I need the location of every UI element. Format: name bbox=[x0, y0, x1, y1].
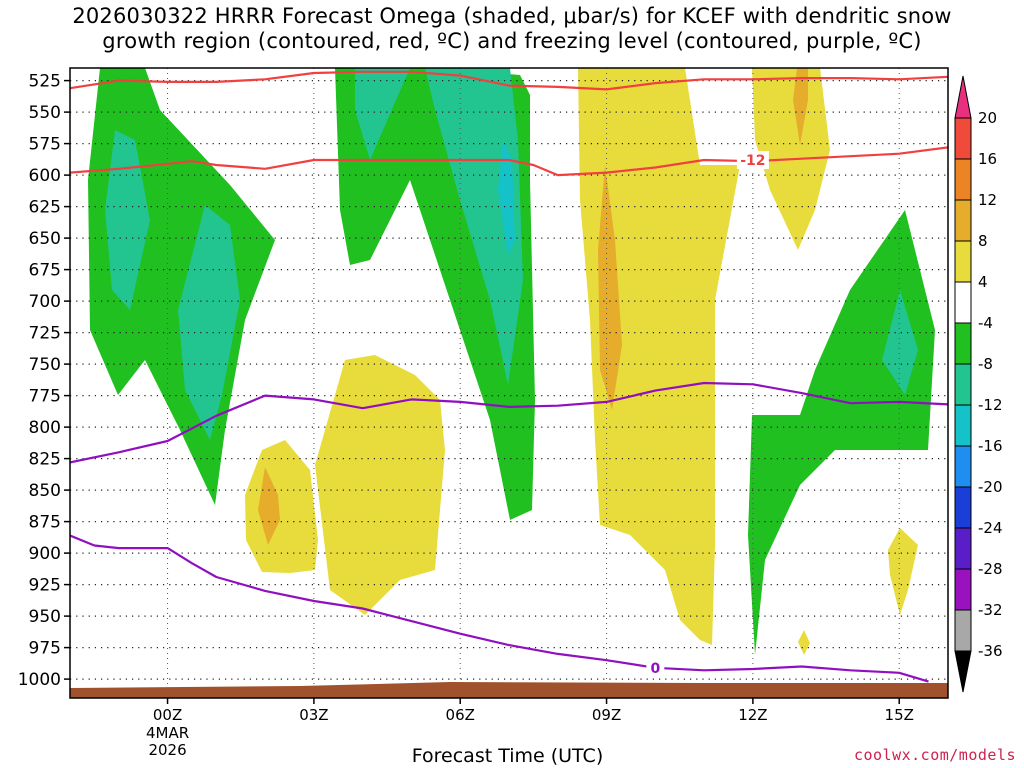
colorbar-tick-label: -8 bbox=[978, 355, 993, 373]
colorbar-tick-label: -32 bbox=[978, 601, 1003, 619]
omega-region-orange bbox=[793, 68, 808, 145]
colorbar-segment bbox=[954, 117, 972, 160]
chart-title-line-1: 2026030322 HRRR Forecast Omega (shaded, … bbox=[72, 4, 952, 28]
colorbar-tick-label: -12 bbox=[978, 396, 1003, 414]
colorbar-tick-label: 20 bbox=[978, 109, 997, 127]
colorbar-bottom-arrow bbox=[954, 650, 972, 693]
y-tick-label: 875 bbox=[29, 513, 61, 533]
colorbar-segment bbox=[954, 199, 972, 242]
colorbar-top-arrow bbox=[954, 75, 972, 119]
colorbar-tick-label: -28 bbox=[978, 560, 1003, 578]
colorbar-tick-label: -36 bbox=[978, 642, 1003, 660]
colorbar-tick-label: -16 bbox=[978, 437, 1003, 455]
y-tick-label: 975 bbox=[29, 639, 61, 659]
y-tick-label: 950 bbox=[29, 607, 61, 627]
omega-region-aqua bbox=[355, 68, 410, 160]
x-axis-title: Forecast Time (UTC) bbox=[411, 745, 604, 767]
colorbar-tick-label: 12 bbox=[978, 191, 997, 209]
colorbar-segment bbox=[954, 568, 972, 611]
omega-region-yellow bbox=[315, 355, 445, 615]
omega-region-aqua bbox=[425, 68, 523, 385]
y-tick-label: 575 bbox=[29, 135, 61, 155]
y-tick-label: 650 bbox=[29, 229, 61, 249]
date-label: 2026 bbox=[148, 741, 186, 759]
omega-region-aqua bbox=[882, 290, 918, 395]
x-tick-label: 03Z bbox=[299, 706, 328, 724]
y-tick-label: 525 bbox=[29, 72, 61, 92]
omega-region-cyan bbox=[498, 140, 515, 255]
y-tick-label: 625 bbox=[29, 198, 61, 218]
colorbar-tick-label: -20 bbox=[978, 478, 1003, 496]
y-tick-label: 750 bbox=[29, 355, 61, 375]
omega-shading-layer bbox=[88, 68, 935, 655]
omega-region-aqua bbox=[178, 205, 240, 440]
colorbar-segment bbox=[954, 486, 972, 529]
y-tick-label: 900 bbox=[29, 544, 61, 564]
ground-terrain bbox=[70, 682, 948, 698]
omega-region-yellow bbox=[798, 630, 810, 655]
watermark-text: coolwx.com/models bbox=[853, 746, 1016, 764]
y-tick-label: 825 bbox=[29, 450, 61, 470]
x-tick-label: 09Z bbox=[592, 706, 621, 724]
colorbar: 20 16 12 8 4 -4 -8 -12 -16 -20 -24 -28 -32 -36 bbox=[954, 75, 1003, 693]
y-tick-label: 925 bbox=[29, 576, 61, 596]
contour-label-bg bbox=[646, 658, 665, 677]
contour-label-bg bbox=[736, 150, 769, 169]
x-tick-label: 12Z bbox=[738, 706, 767, 724]
y-tick-label: 700 bbox=[29, 292, 61, 312]
colorbar-segment bbox=[954, 609, 972, 652]
x-tick-label: 15Z bbox=[885, 706, 914, 724]
chart-title: 2026030322 HRRR Forecast Omega (shaded, … bbox=[0, 4, 1024, 54]
colorbar-tick-label: -4 bbox=[978, 314, 993, 332]
colorbar-segment bbox=[954, 322, 972, 365]
colorbar-segment bbox=[954, 527, 972, 570]
colorbar-tick-label: 16 bbox=[978, 150, 997, 168]
colorbar-tick-label: -24 bbox=[978, 519, 1003, 537]
y-tick-label: 850 bbox=[29, 481, 61, 501]
x-tick-label: 00Z bbox=[153, 706, 182, 724]
colorbar-segment bbox=[954, 445, 972, 488]
omega-region-yellow bbox=[578, 68, 740, 645]
colorbar-segment bbox=[954, 158, 972, 201]
colorbar-segment bbox=[954, 404, 972, 447]
colorbar-segment bbox=[954, 281, 972, 324]
y-tick-label: 800 bbox=[29, 418, 61, 438]
colorbar-tick-label: 4 bbox=[978, 273, 988, 291]
y-axis: 525 550 575 600 625 650 675 700 725 750 775 800 825 8… bbox=[18, 72, 70, 690]
y-tick-label: 775 bbox=[29, 387, 61, 407]
colorbar-segment bbox=[954, 240, 972, 283]
chart-title-line-2: growth region (contoured, red, ºC) and f… bbox=[102, 29, 922, 53]
x-tick-label: 06Z bbox=[446, 706, 475, 724]
freezing-level-contour bbox=[70, 534, 929, 683]
date-label: 4MAR bbox=[146, 724, 189, 742]
dgz-contour bbox=[70, 70, 948, 91]
y-tick-label: 1000 bbox=[18, 670, 61, 690]
y-tick-label: 550 bbox=[29, 103, 61, 123]
freezing-contour-label: 0 bbox=[650, 661, 660, 677]
omega-region-yellow bbox=[245, 440, 318, 573]
dgz-contour bbox=[70, 146, 948, 177]
omega-region-orange bbox=[598, 165, 622, 410]
omega-region-yellow bbox=[888, 528, 918, 615]
colorbar-tick-label: 8 bbox=[978, 232, 988, 250]
y-tick-label: 725 bbox=[29, 324, 61, 344]
omega-region-orange bbox=[258, 467, 280, 545]
y-tick-label: 600 bbox=[29, 166, 61, 186]
y-tick-label: 675 bbox=[29, 261, 61, 281]
freezing-level-contour bbox=[70, 381, 948, 464]
plot-frame bbox=[69, 67, 949, 699]
contour-lines: -12 0 bbox=[70, 70, 948, 683]
omega-region-green bbox=[748, 210, 935, 655]
dgz-contour-label: -12 bbox=[740, 153, 765, 169]
colorbar-segment bbox=[954, 363, 972, 406]
